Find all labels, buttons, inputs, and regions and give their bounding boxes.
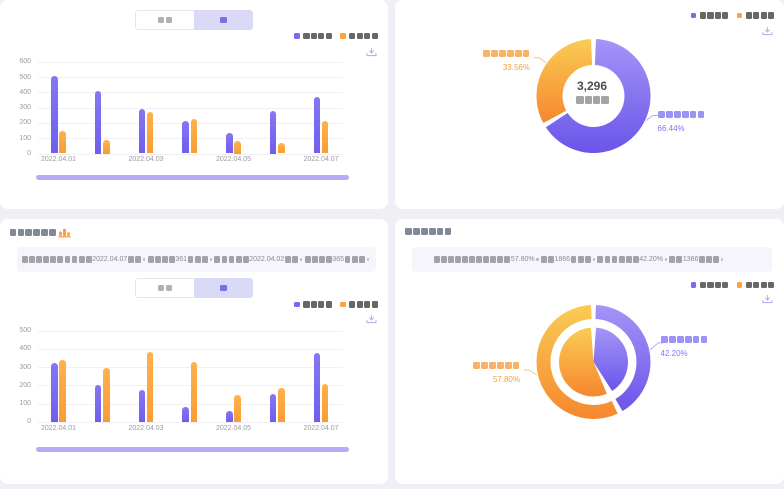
svg-text:3,296: 3,296 [576,79,606,93]
